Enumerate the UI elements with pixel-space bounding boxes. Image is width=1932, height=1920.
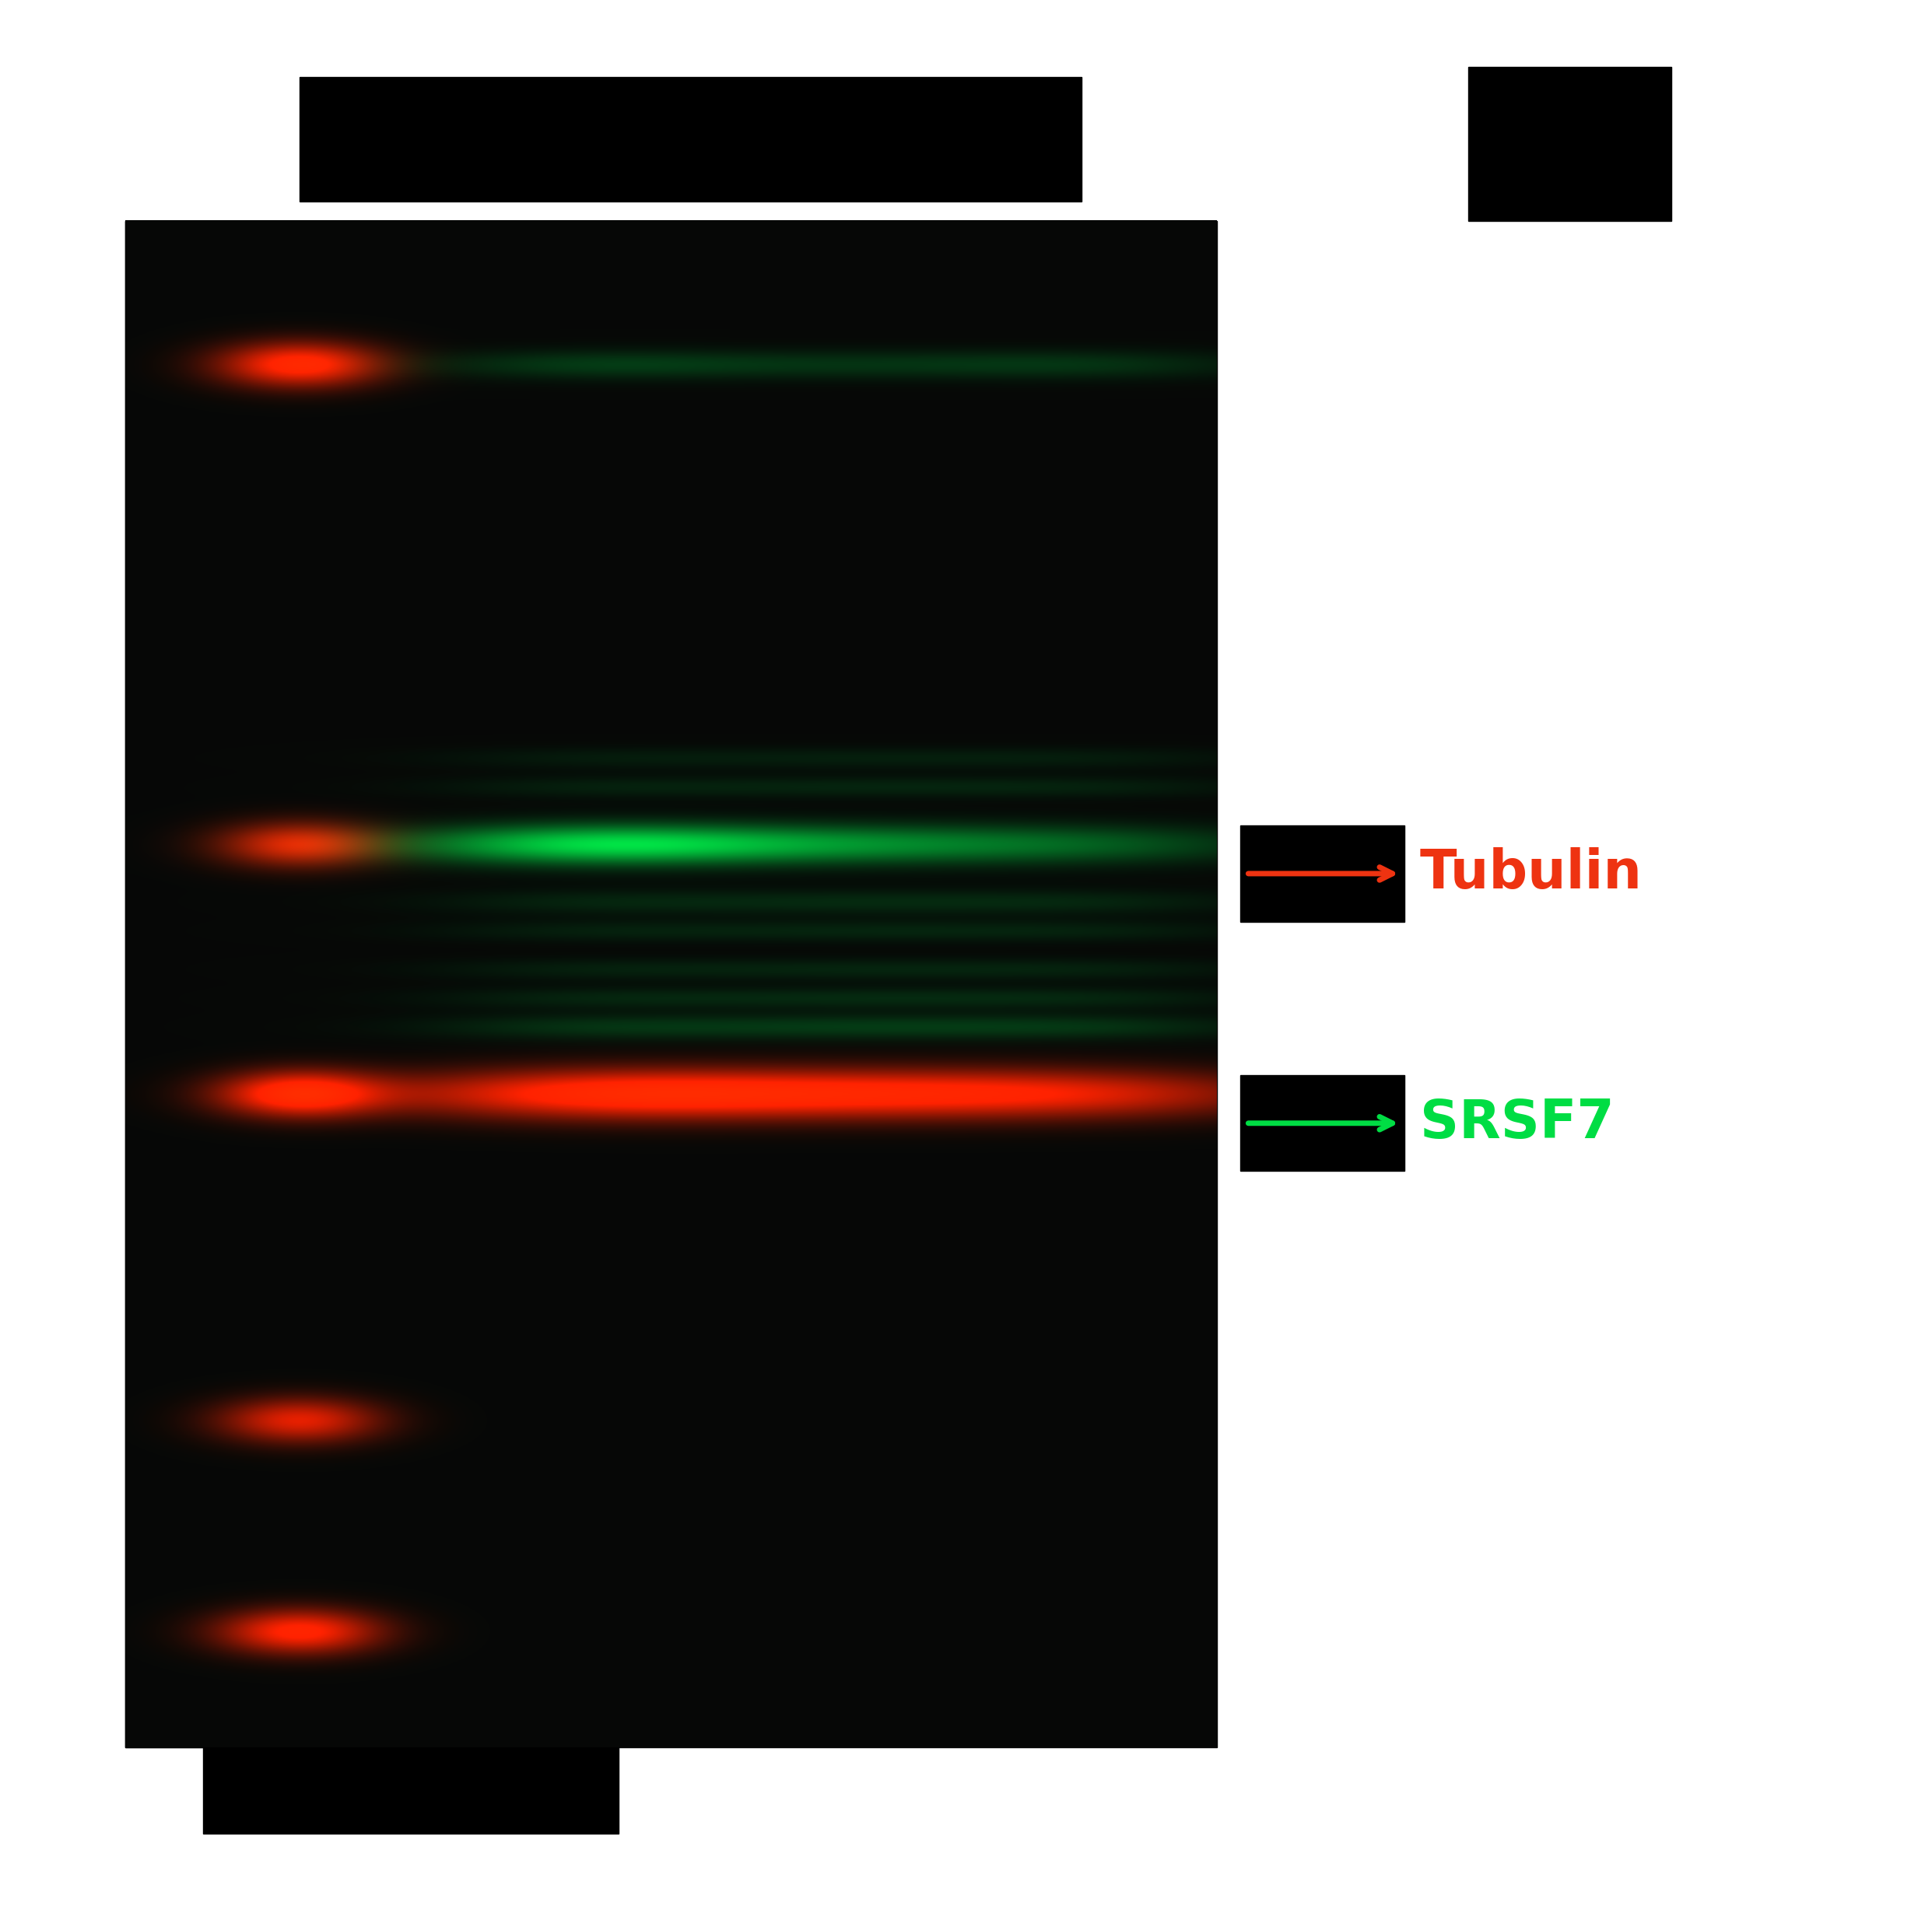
Text: Tubulin: Tubulin xyxy=(1420,847,1642,900)
Bar xyxy=(1240,1075,1405,1171)
Bar xyxy=(1240,826,1405,922)
Text: SRSF7: SRSF7 xyxy=(1420,1096,1615,1150)
Bar xyxy=(299,77,1082,202)
Bar xyxy=(126,221,1217,1747)
Bar xyxy=(1468,67,1671,221)
Bar xyxy=(126,221,232,1747)
Bar xyxy=(203,1715,618,1834)
